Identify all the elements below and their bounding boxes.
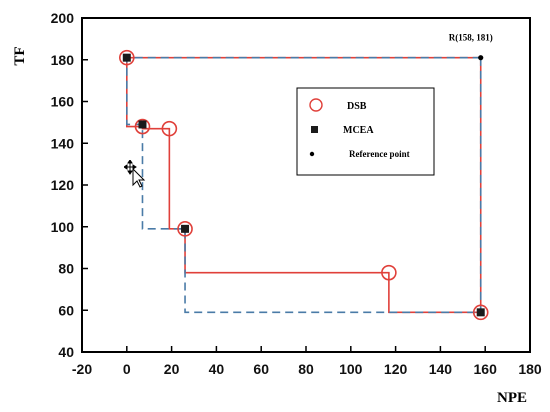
- mcea-point: [476, 308, 485, 317]
- legend-reference-label: Reference point: [349, 149, 410, 159]
- dsb-series-line: [126, 56, 482, 314]
- legend-box: [296, 87, 435, 176]
- x-tick-label: 0: [123, 361, 131, 377]
- x-tick-label: 180: [518, 361, 542, 377]
- x-tick-label: 20: [164, 361, 180, 377]
- y-tick-label: 180: [51, 52, 75, 68]
- legend-mcea-label: MCEA: [343, 125, 374, 136]
- y-tick-label: 60: [58, 302, 74, 318]
- x-tick-label: 120: [384, 361, 408, 377]
- reference-point-label: R(158, 181): [449, 33, 493, 43]
- legend: DSB MCEA Reference point: [296, 87, 435, 176]
- mcea-point: [181, 224, 190, 233]
- y-tick-label: 80: [58, 261, 74, 277]
- dsb-point: [177, 221, 193, 237]
- dsb-point: [161, 120, 178, 137]
- y-tick-label: 120: [51, 177, 75, 193]
- legend-dsb-marker: [309, 98, 323, 112]
- legend-mcea-marker: [311, 126, 318, 133]
- dsb-point: [381, 264, 397, 281]
- legend-reference-marker: [309, 151, 315, 157]
- move-cursor-icon: [124, 160, 146, 188]
- reference-point: [478, 55, 484, 61]
- y-axis-ticks: 40 60 80 100 120 140 160 180 200: [51, 10, 88, 360]
- y-axis-title: TF: [12, 46, 28, 65]
- y-tick-label: 140: [51, 135, 75, 151]
- x-axis-ticks: -20 0 20 40 60 80 100 120 140 160 180: [72, 346, 542, 377]
- y-tick-label: 200: [51, 10, 75, 26]
- y-tick-label: 160: [51, 94, 75, 110]
- dsb-point: [119, 49, 135, 66]
- mcea-series-line: [126, 56, 482, 314]
- mcea-point: [138, 120, 147, 129]
- x-tick-label: -20: [72, 361, 92, 377]
- series-markers: [119, 49, 489, 321]
- x-tick-label: 80: [298, 361, 314, 377]
- x-tick-label: 100: [339, 361, 363, 377]
- legend-dsb-label: DSB: [347, 101, 367, 112]
- x-tick-label: 140: [429, 361, 453, 377]
- x-tick-label: 160: [474, 361, 498, 377]
- dsb-point: [472, 304, 489, 321]
- x-tick-label: 60: [253, 361, 269, 377]
- x-axis-title: NPE: [497, 390, 527, 406]
- mcea-point: [122, 53, 131, 62]
- y-tick-label: 100: [51, 219, 75, 235]
- series-lines: [126, 56, 482, 314]
- dsb-point: [134, 118, 151, 135]
- y-tick-label: 40: [58, 344, 74, 360]
- annotations: R(158, 181): [449, 33, 493, 43]
- x-tick-label: 40: [209, 361, 225, 377]
